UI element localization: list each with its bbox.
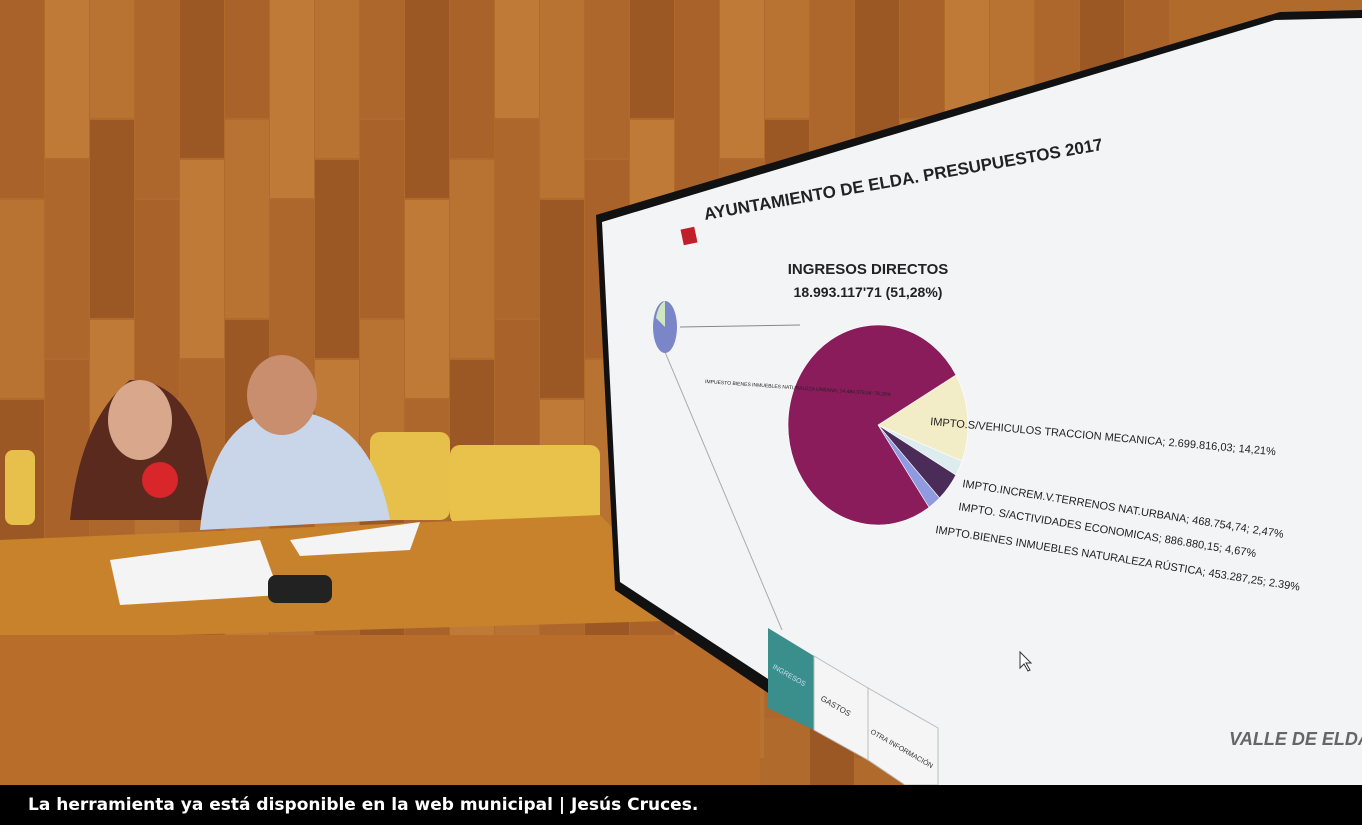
table-front xyxy=(0,635,760,785)
logo-shield xyxy=(680,226,698,246)
plank xyxy=(900,0,944,118)
man xyxy=(200,410,390,530)
caption: La herramienta ya está disponible en la … xyxy=(0,785,1362,825)
plank xyxy=(405,0,449,198)
plank xyxy=(360,0,404,118)
plank xyxy=(405,200,449,398)
chair xyxy=(5,450,35,525)
plank xyxy=(540,0,584,198)
plank xyxy=(180,160,224,358)
pie-slice xyxy=(787,324,957,526)
plank xyxy=(225,0,269,118)
chart-title: INGRESOS DIRECTOS xyxy=(788,261,949,278)
paper xyxy=(110,540,280,605)
plank xyxy=(225,120,269,318)
tv-screen xyxy=(602,18,1362,785)
photo: AYUNTAMIENTO DE ELDA. PRESUPUESTOS 2017 … xyxy=(0,0,1362,785)
plank xyxy=(450,0,494,158)
man-face xyxy=(247,355,317,435)
plank xyxy=(630,0,674,118)
plank xyxy=(180,0,224,158)
plank xyxy=(495,120,539,318)
pie-slice xyxy=(877,374,969,462)
plank xyxy=(585,0,629,158)
plank xyxy=(720,0,764,158)
plank xyxy=(540,200,584,398)
chair xyxy=(370,432,450,520)
plank xyxy=(90,120,134,318)
plank xyxy=(315,160,359,358)
button-bg[interactable] xyxy=(867,687,939,785)
paper xyxy=(290,522,420,556)
microphone-base xyxy=(268,575,332,603)
chair xyxy=(450,445,600,525)
plank xyxy=(45,160,89,358)
plank xyxy=(270,0,314,198)
woman-face xyxy=(108,380,172,460)
connector xyxy=(679,324,801,328)
cursor xyxy=(1019,650,1033,672)
chart-subtitle: 18.993.117'71 (51,28%) xyxy=(794,284,943,300)
plank xyxy=(765,0,809,118)
plank xyxy=(675,0,719,198)
plank xyxy=(0,200,44,398)
connector xyxy=(664,351,783,631)
table-top xyxy=(0,515,700,640)
plank xyxy=(135,0,179,198)
plank xyxy=(135,200,179,398)
plank xyxy=(495,0,539,118)
plank xyxy=(450,160,494,358)
plank xyxy=(0,0,44,198)
plank xyxy=(360,120,404,318)
mini-pie-slice xyxy=(656,301,665,327)
plank xyxy=(45,0,89,158)
plank xyxy=(315,0,359,158)
logo: VALLE DE ELDA xyxy=(1229,729,1362,749)
plank xyxy=(90,0,134,118)
button-bg[interactable] xyxy=(768,628,814,730)
microphone xyxy=(142,462,178,498)
